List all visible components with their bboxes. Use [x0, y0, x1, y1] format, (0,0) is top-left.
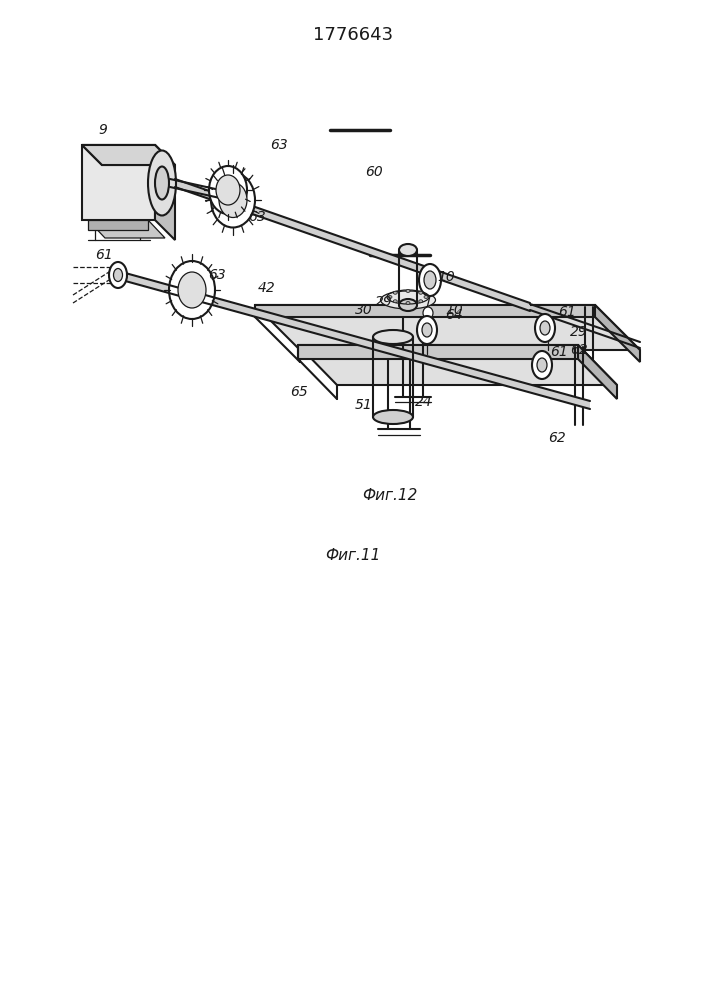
Text: 63: 63: [208, 268, 226, 282]
Ellipse shape: [535, 314, 555, 342]
Text: 42: 42: [258, 281, 276, 295]
Ellipse shape: [406, 290, 410, 292]
Ellipse shape: [114, 268, 122, 282]
Text: 61: 61: [558, 305, 575, 319]
Ellipse shape: [148, 150, 176, 216]
Ellipse shape: [423, 307, 433, 319]
Polygon shape: [88, 220, 148, 230]
Text: 10: 10: [437, 270, 455, 284]
Text: 61: 61: [550, 345, 568, 359]
Ellipse shape: [373, 410, 413, 424]
Polygon shape: [578, 345, 617, 399]
Polygon shape: [298, 345, 617, 385]
Ellipse shape: [419, 300, 423, 303]
Ellipse shape: [109, 262, 127, 288]
Text: 63: 63: [248, 210, 266, 224]
Polygon shape: [155, 145, 175, 240]
Text: 30: 30: [355, 303, 373, 317]
Polygon shape: [255, 305, 595, 317]
Polygon shape: [88, 220, 165, 238]
Ellipse shape: [424, 296, 428, 298]
Polygon shape: [255, 305, 640, 350]
Text: 60: 60: [365, 165, 382, 179]
Polygon shape: [298, 345, 578, 359]
Ellipse shape: [399, 244, 417, 256]
Polygon shape: [595, 305, 640, 362]
Text: 1776643: 1776643: [313, 26, 393, 44]
Ellipse shape: [532, 351, 552, 379]
Text: Фиг.12: Фиг.12: [362, 488, 418, 502]
Text: Фиг.11: Фиг.11: [325, 548, 380, 562]
Ellipse shape: [209, 166, 247, 214]
Ellipse shape: [406, 302, 410, 304]
Text: 63: 63: [270, 138, 288, 152]
Ellipse shape: [155, 166, 169, 200]
Ellipse shape: [169, 261, 215, 319]
Text: 10: 10: [445, 303, 463, 317]
Text: 24: 24: [415, 395, 433, 409]
Ellipse shape: [178, 272, 206, 308]
Text: 62: 62: [570, 343, 588, 357]
Text: 65: 65: [290, 385, 308, 399]
Ellipse shape: [373, 330, 413, 344]
Ellipse shape: [393, 300, 397, 303]
Polygon shape: [82, 145, 175, 165]
Text: 64: 64: [445, 308, 463, 322]
Text: 29: 29: [570, 325, 588, 339]
Ellipse shape: [219, 182, 247, 218]
Ellipse shape: [388, 296, 392, 298]
Ellipse shape: [399, 299, 417, 311]
Ellipse shape: [419, 291, 423, 294]
Text: 51: 51: [355, 398, 373, 412]
Ellipse shape: [211, 172, 255, 228]
Ellipse shape: [419, 264, 441, 296]
Text: 29: 29: [375, 295, 393, 309]
Polygon shape: [118, 271, 590, 409]
Ellipse shape: [417, 316, 437, 344]
Ellipse shape: [393, 291, 397, 294]
Text: 9: 9: [98, 123, 107, 137]
Ellipse shape: [540, 321, 550, 335]
Polygon shape: [175, 179, 530, 311]
Ellipse shape: [216, 175, 240, 205]
Ellipse shape: [380, 291, 436, 309]
Ellipse shape: [424, 271, 436, 289]
Polygon shape: [82, 145, 175, 165]
Text: 62: 62: [548, 431, 566, 445]
Text: 61: 61: [95, 248, 112, 262]
Ellipse shape: [537, 358, 547, 372]
Polygon shape: [82, 145, 155, 220]
Ellipse shape: [422, 323, 432, 337]
